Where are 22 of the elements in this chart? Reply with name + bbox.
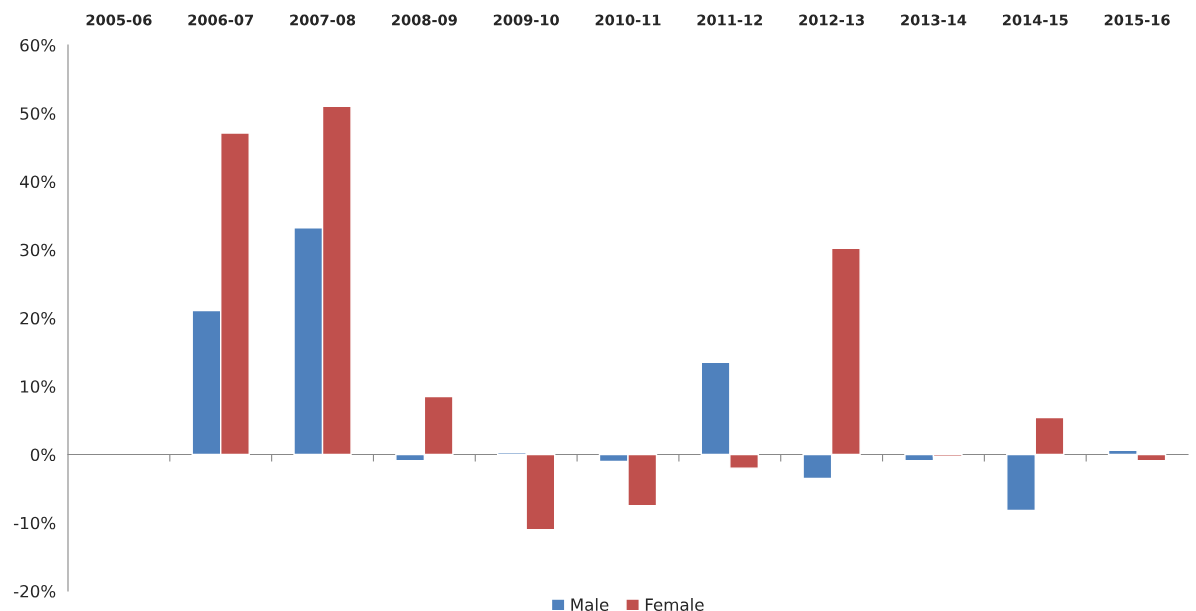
x-tick-label: 2012-13: [799, 14, 864, 26]
x-tick-label: 2013-14: [901, 14, 967, 26]
x-tick-label: 2005-06: [86, 14, 152, 26]
y-tick-label: 30%: [20, 243, 56, 257]
legend-label: Male: [571, 598, 609, 611]
y-tick-label: 40%: [19, 175, 56, 189]
y-tick-label: 50%: [20, 107, 56, 120]
x-tick-label: 2009-10: [493, 14, 559, 26]
y-tick-label: 0%: [30, 448, 56, 462]
y-tick-label: 60%: [20, 38, 56, 52]
y-tick-label: 10%: [20, 380, 56, 393]
x-tick-label: 2014-15: [1002, 14, 1068, 26]
x-tick-label: 2008-09: [392, 14, 457, 26]
x-tick-label: 2011-12: [697, 14, 763, 26]
x-tick-label: 2015-16: [1104, 14, 1170, 26]
y-tick-label: -20%: [13, 584, 56, 598]
x-tick-label: 2010-11: [595, 14, 661, 26]
x-tick-label: 2006-07: [188, 14, 254, 26]
y-tick-label: 20%: [20, 311, 56, 325]
legend-label: Female: [645, 598, 704, 611]
x-tick-label: 2007-08: [290, 14, 356, 26]
y-tick-label: -10%: [13, 516, 56, 530]
